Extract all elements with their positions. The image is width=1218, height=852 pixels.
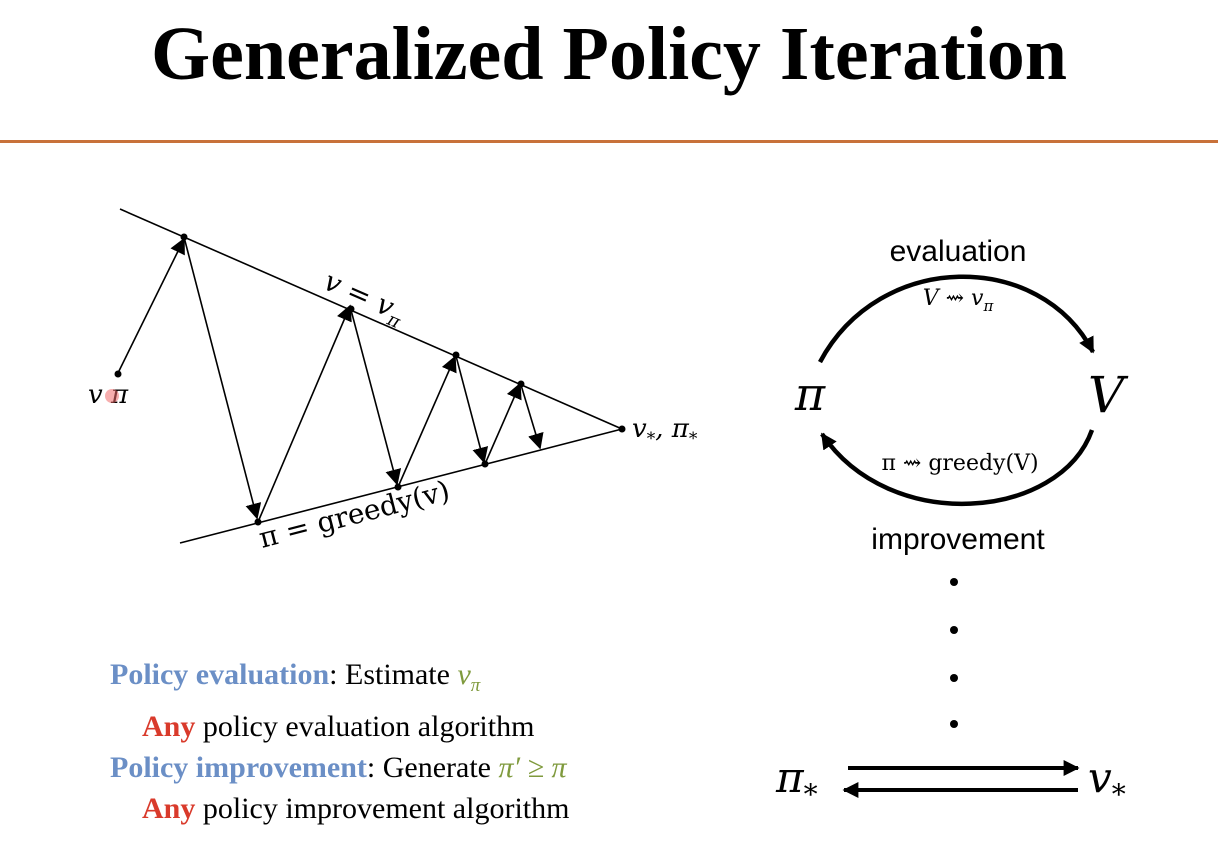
improvement-math: π′ ≥ π xyxy=(498,751,567,784)
improvement-formula: π ⇝ greedy(V) xyxy=(881,451,1038,476)
value-node: V xyxy=(1088,366,1129,424)
evaluation-any: Any xyxy=(142,710,196,743)
point xyxy=(394,483,402,491)
point xyxy=(618,425,626,433)
arrow-1 xyxy=(117,237,185,374)
optimum-label: v*, π* xyxy=(632,414,698,449)
evaluation-heading: Policy evaluation xyxy=(110,658,330,691)
improvement-any: Any xyxy=(142,792,196,825)
arrow-8 xyxy=(520,384,544,450)
point xyxy=(347,305,355,313)
improvement-arc xyxy=(820,429,1095,506)
value-line xyxy=(119,208,623,430)
zigzag-arrows xyxy=(117,236,544,523)
arrow-5 xyxy=(397,355,457,488)
value-line-label: v = vπ xyxy=(317,264,411,333)
evaluation-label: evaluation xyxy=(890,235,1027,268)
page-title: Generalized Policy Iteration xyxy=(151,12,1067,96)
evaluation-text: : Estimate xyxy=(329,658,458,691)
optimal-value-label: v* xyxy=(1088,753,1126,811)
evaluation-formula: V ⇝ vπ xyxy=(923,286,995,315)
dot xyxy=(950,720,958,728)
point xyxy=(517,380,525,388)
zigzag-points xyxy=(114,233,626,526)
point xyxy=(254,518,262,526)
improvement-rest: policy improvement algorithm xyxy=(195,792,570,825)
point xyxy=(452,351,460,359)
evaluation-sub-bullet: Any policy evaluation algorithm xyxy=(110,706,569,747)
title-divider xyxy=(0,140,1218,143)
gpi-summary: Policy evaluation: Estimate vπ Any polic… xyxy=(110,654,569,829)
improvement-label: improvement xyxy=(871,523,1045,556)
point xyxy=(481,460,489,468)
improvement-text: : Generate xyxy=(366,751,499,784)
point xyxy=(114,370,122,378)
continuation-dots xyxy=(950,578,958,728)
point xyxy=(180,233,188,241)
improvement-bullet: Policy improvement: Generate π′ ≥ π xyxy=(110,747,569,788)
improvement-heading: Policy improvement xyxy=(110,751,367,784)
optimal-policy-label: π* xyxy=(775,753,818,811)
dot xyxy=(950,578,958,586)
greedy-line-label: π = greedy(v) xyxy=(255,474,453,555)
arrow-3 xyxy=(257,304,352,523)
arrow-7 xyxy=(484,382,522,465)
evaluation-math: vπ xyxy=(457,658,481,696)
gpi-cycle: evaluation V ⇝ vπ π V π ⇝ greedy(V) impr… xyxy=(775,235,1129,811)
arrow-4 xyxy=(350,309,402,486)
arrow-6 xyxy=(455,355,489,464)
cursor-highlight xyxy=(105,389,119,403)
evaluation-bullet: Policy evaluation: Estimate vπ xyxy=(110,654,569,706)
improvement-sub-bullet: Any policy improvement algorithm xyxy=(110,788,569,829)
evaluation-arc xyxy=(818,274,1095,364)
dot xyxy=(950,626,958,634)
dot xyxy=(950,674,958,682)
convergence-diagram: v = vπ π = greedy(v) v π v*, π* xyxy=(88,208,698,555)
arrow-2 xyxy=(183,236,262,520)
evaluation-rest: policy evaluation algorithm xyxy=(195,710,535,743)
policy-node: π xyxy=(794,367,826,421)
